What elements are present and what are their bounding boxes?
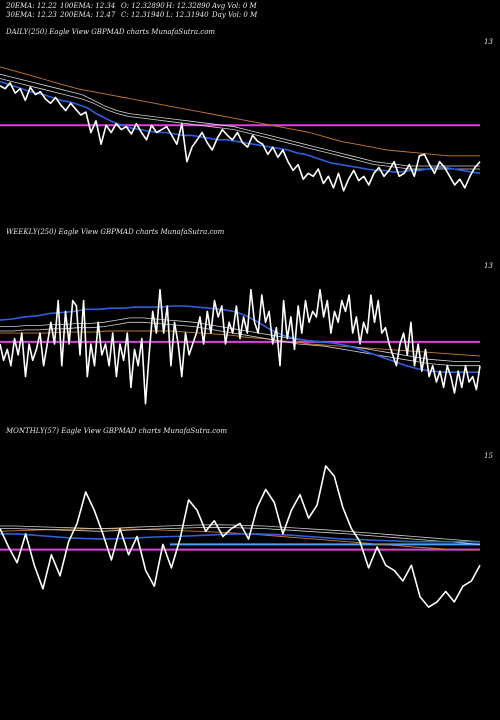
header-ema200: 200EMA: 12.47 — [60, 11, 116, 19]
header-ema100: 100EMA: 12.34 — [60, 2, 116, 10]
series-ema-band-upper — [0, 73, 480, 167]
header-close: C: 12.31940 — [121, 11, 165, 19]
daily-axis-tick: 13 — [484, 38, 493, 46]
daily-panel-label: DAILY(250) Eagle View GBPMAD charts Muna… — [6, 28, 216, 36]
header-ema20: 20EMA: 12.22 — [6, 2, 57, 10]
series-price — [0, 82, 481, 192]
series-ema-fast — [0, 80, 481, 175]
series-price — [0, 465, 481, 608]
series-price — [0, 288, 481, 405]
series-ema-fast — [0, 305, 480, 374]
series-ema-band-lower — [0, 526, 481, 545]
series-ema-fast — [0, 533, 480, 543]
series-ema-slow — [0, 528, 481, 551]
header-avgvol: Avg Vol: 0 M — [212, 2, 257, 10]
header-dayvol: Day Vol: 0 M — [212, 11, 258, 19]
header-open: O: 12.32890 — [121, 2, 165, 10]
monthly-axis-tick: 15 — [484, 452, 493, 460]
series-ema-band-upper — [0, 317, 480, 362]
daily-chart-panel — [0, 66, 481, 192]
series-ema-slow — [0, 66, 480, 157]
monthly-panel-label: MONTHLY(57) Eagle View GBPMAD charts Mun… — [6, 427, 227, 435]
header-ema30: 30EMA: 12.23 — [6, 11, 57, 19]
monthly-chart-panel — [0, 465, 481, 608]
weekly-panel-label: WEEKLY(250) Eagle View GBPMAD charts Mun… — [6, 228, 225, 236]
weekly-chart-panel — [0, 288, 481, 405]
series-ema-band-upper — [0, 524, 481, 543]
header-high: H: 12.32890 — [166, 2, 211, 10]
weekly-axis-tick: 13 — [484, 262, 493, 270]
header-low: L: 12.31940 — [166, 11, 209, 19]
series-ema-band-lower — [0, 78, 480, 170]
